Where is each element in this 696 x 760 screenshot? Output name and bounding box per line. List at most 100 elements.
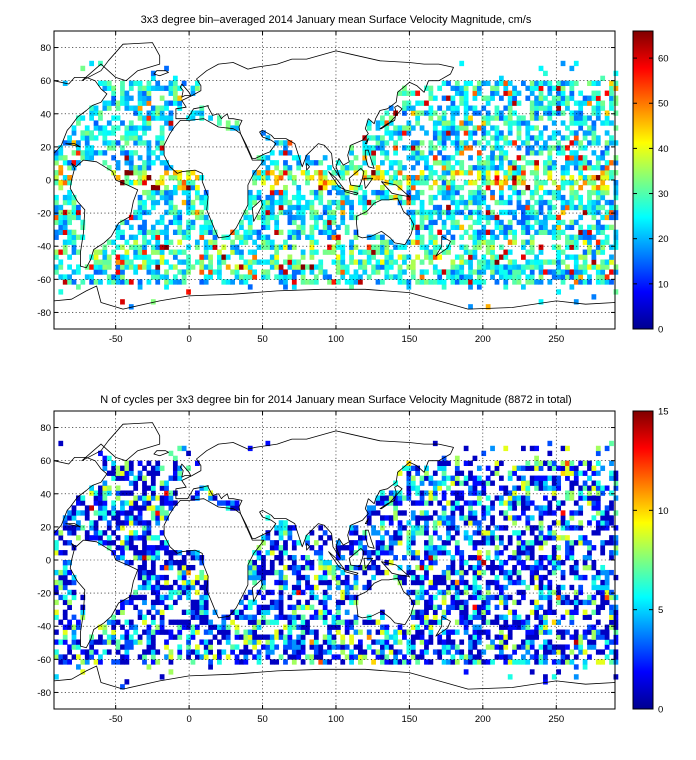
heatmap-cell [388,254,394,260]
heatmap-cell [538,184,544,191]
heatmap-cell [278,579,284,586]
heatmap-cell [291,649,297,655]
heatmap-cell [208,639,213,645]
heatmap-cell [560,510,566,516]
heatmap-cell [340,165,346,171]
heatmap-cell [283,165,288,171]
heatmap-cell [203,214,209,221]
heatmap-cell [380,115,385,121]
heatmap-cell [384,125,390,131]
heatmap-cell [199,264,205,270]
heatmap-cell [573,140,579,146]
heatmap-cell [128,234,134,240]
heatmap-cell [291,274,297,280]
heatmap-cell [375,555,381,561]
heatmap-cell [172,184,178,191]
heatmap-cell [494,460,500,466]
heatmap-cell [613,659,619,665]
heatmap-cell [450,629,456,635]
heatmap-cell [437,654,443,660]
heatmap-cell [410,510,416,516]
heatmap-cell [84,135,90,141]
heatmap-cell [177,209,183,216]
heatmap-cell [291,560,297,566]
heatmap-cell [534,85,539,91]
heatmap-cell [111,505,117,511]
heatmap-cell [155,579,161,586]
heatmap-cell [150,644,156,650]
heatmap-cell [318,545,324,551]
heatmap-cell [146,644,152,650]
heatmap-cell [327,234,332,240]
heatmap-cell [459,199,465,206]
heatmap-cell [485,659,491,665]
heatmap-cell [507,269,513,275]
heatmap-cell [146,239,152,245]
heatmap-cell [93,249,99,255]
heatmap-cell [124,170,130,176]
heatmap-cell [80,224,86,231]
heatmap-cell [309,589,315,596]
heatmap-cell [362,155,368,161]
heatmap-cell [490,274,495,280]
heatmap-cell [595,204,601,211]
heatmap-cell [560,634,566,640]
heatmap-cell [432,545,438,551]
heatmap-cell [437,115,443,121]
heatmap-cell [309,189,315,196]
heatmap-cell [454,110,460,116]
heatmap-cell [525,495,531,501]
heatmap-cell [415,579,421,586]
heatmap-cell [529,274,535,280]
heatmap-cell [490,155,495,161]
heatmap-cell [344,165,350,171]
heatmap-cell [111,95,117,101]
heatmap-cell [481,214,487,221]
heatmap-cell [485,219,491,226]
heatmap-cell [380,545,385,551]
heatmap-cell [604,214,610,221]
heatmap-cell [393,634,398,640]
heatmap-cell [463,140,469,146]
heatmap-cell [600,249,606,255]
heatmap-cell [128,530,134,536]
heatmap-cell [569,584,575,591]
heatmap-cell [155,244,161,250]
heatmap-cell [265,170,271,176]
heatmap-cell [498,500,504,506]
heatmap-cell [600,224,606,231]
heatmap-cell [371,505,376,511]
heatmap-cell [203,274,209,280]
heatmap-cell [269,599,275,606]
heatmap-cell [159,229,165,235]
heatmap-cell [67,659,72,665]
heatmap-cell [529,445,535,452]
heatmap-cell [410,110,416,116]
heatmap-cell [490,564,495,571]
heatmap-cell [142,584,147,591]
heatmap-cell [155,510,161,516]
heatmap-cell [155,145,161,151]
heatmap-cell [485,634,491,640]
heatmap-cell [128,85,134,91]
heatmap-cell [256,639,262,645]
heatmap-cell [485,599,491,606]
heatmap-cell [428,110,434,116]
heatmap-cell [380,540,385,546]
heatmap-cell [419,564,425,571]
heatmap-cell [565,659,570,665]
heatmap-cell [419,480,425,486]
heatmap-cell [476,219,482,226]
heatmap-cell [410,199,416,206]
heatmap-cell [565,125,570,131]
heatmap-cell [406,460,412,466]
heatmap-cell [380,170,385,176]
heatmap-cell [591,495,597,501]
heatmap-cell [76,535,81,541]
heatmap-cell [146,624,152,630]
heatmap-cell [595,194,601,201]
heatmap-cell [265,644,271,650]
heatmap-cell [565,445,570,452]
heatmap-cell [203,639,209,645]
heatmap-cell [525,584,531,591]
